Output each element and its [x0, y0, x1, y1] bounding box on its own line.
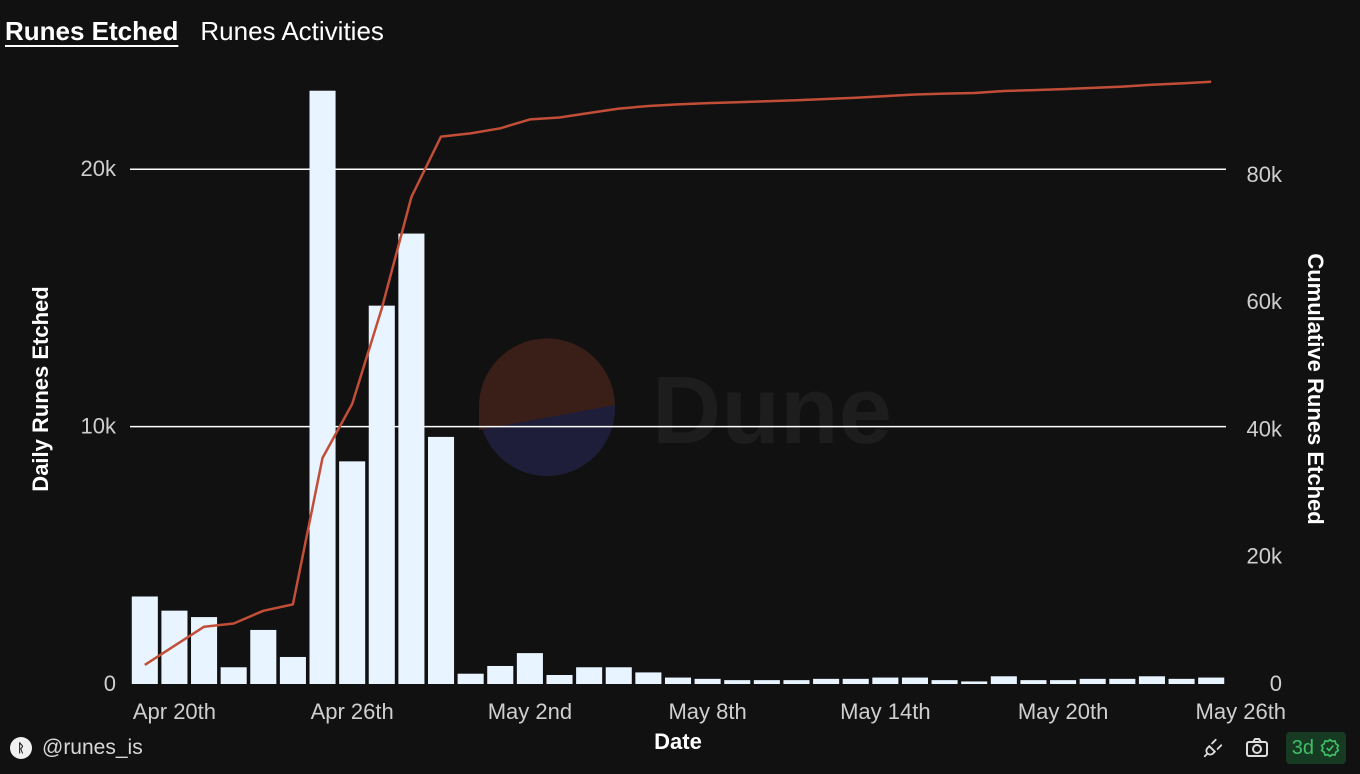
tab-runes-etched[interactable]: Runes Etched: [5, 16, 179, 46]
bar-series: [131, 90, 1225, 685]
x-tick-label: May 8th: [668, 699, 746, 724]
right-tick-label: 20k: [1247, 544, 1283, 569]
x-tick-label: May 20th: [1018, 699, 1109, 724]
x-axis-title: Date: [654, 729, 702, 754]
tab-bar: Runes Etched Runes Activities: [5, 14, 384, 48]
badge-text: 3d: [1291, 736, 1314, 759]
bar[interactable]: [990, 676, 1017, 684]
left-tick-label: 10k: [81, 414, 117, 439]
bar[interactable]: [339, 461, 366, 684]
bar[interactable]: [1138, 676, 1165, 684]
bar[interactable]: [279, 656, 306, 684]
right-axis-ticks: 0 20k 40k 60k 80k: [1247, 162, 1283, 696]
bar[interactable]: [1079, 678, 1106, 684]
bar[interactable]: [487, 665, 514, 684]
bar[interactable]: [368, 305, 395, 684]
bar[interactable]: [1109, 678, 1136, 684]
bar[interactable]: [872, 677, 899, 684]
x-tick-label: May 14th: [840, 699, 931, 724]
bar[interactable]: [191, 617, 218, 684]
bar[interactable]: [931, 680, 958, 684]
chart-actions: 3d: [1198, 732, 1346, 764]
bar[interactable]: [813, 678, 840, 684]
bar[interactable]: [398, 233, 425, 684]
bar[interactable]: [783, 680, 810, 684]
bar[interactable]: [250, 629, 277, 684]
tab-runes-activities[interactable]: Runes Activities: [200, 16, 384, 46]
x-tick-label: Apr 26th: [311, 699, 394, 724]
cumulative-line[interactable]: [144, 80, 1212, 666]
x-axis-ticks: Apr 20th Apr 26th May 2nd May 8th May 14th Ma…: [133, 699, 1286, 724]
refresh-badge[interactable]: 3d: [1285, 732, 1346, 764]
bar[interactable]: [694, 678, 721, 684]
bar[interactable]: [842, 678, 869, 684]
bar[interactable]: [753, 680, 780, 684]
bar[interactable]: [635, 672, 662, 684]
bar[interactable]: [1198, 677, 1225, 684]
bar[interactable]: [901, 677, 929, 684]
bar[interactable]: [664, 677, 692, 684]
bar[interactable]: [309, 90, 336, 685]
avatar[interactable]: ᚱ: [10, 737, 32, 759]
line-series: [144, 80, 1212, 666]
camera-icon[interactable]: [1242, 733, 1272, 763]
check-circle-icon: [1320, 738, 1340, 758]
bar[interactable]: [961, 681, 988, 684]
x-tick-label: May 26th: [1196, 699, 1287, 724]
bar[interactable]: [516, 653, 543, 684]
bar[interactable]: [546, 674, 573, 684]
dune-watermark: Dune: [478, 338, 892, 476]
left-axis-ticks: 0 10k 20k: [81, 156, 117, 696]
bar[interactable]: [161, 610, 188, 684]
bar[interactable]: [131, 596, 158, 684]
plug-icon[interactable]: [1198, 733, 1228, 763]
right-tick-label: 40k: [1247, 416, 1283, 441]
right-tick-label: 0: [1270, 671, 1282, 696]
left-tick-label: 20k: [81, 156, 117, 181]
y-axis-left-title: Daily Runes Etched: [28, 286, 53, 491]
x-tick-label: Apr 20th: [133, 699, 216, 724]
bar[interactable]: [427, 436, 455, 684]
y-axis-right-title: Cumulative Runes Etched: [1303, 253, 1328, 524]
bar[interactable]: [1168, 678, 1195, 684]
bar[interactable]: [576, 667, 603, 684]
bar[interactable]: [457, 673, 484, 684]
bar[interactable]: [1020, 680, 1047, 684]
author-handle[interactable]: @runes_is: [42, 736, 143, 759]
left-tick-label: 0: [104, 671, 116, 696]
bar[interactable]: [724, 680, 751, 684]
right-tick-label: 80k: [1247, 162, 1283, 187]
x-tick-label: May 2nd: [488, 699, 572, 724]
dune-logo-half: [478, 338, 615, 430]
watermark-text: Dune: [652, 357, 892, 464]
author-attribution: ᚱ @runes_is: [10, 736, 143, 760]
right-tick-label: 60k: [1247, 289, 1283, 314]
bar[interactable]: [220, 667, 247, 684]
bar[interactable]: [1050, 680, 1077, 684]
bar[interactable]: [605, 667, 632, 684]
